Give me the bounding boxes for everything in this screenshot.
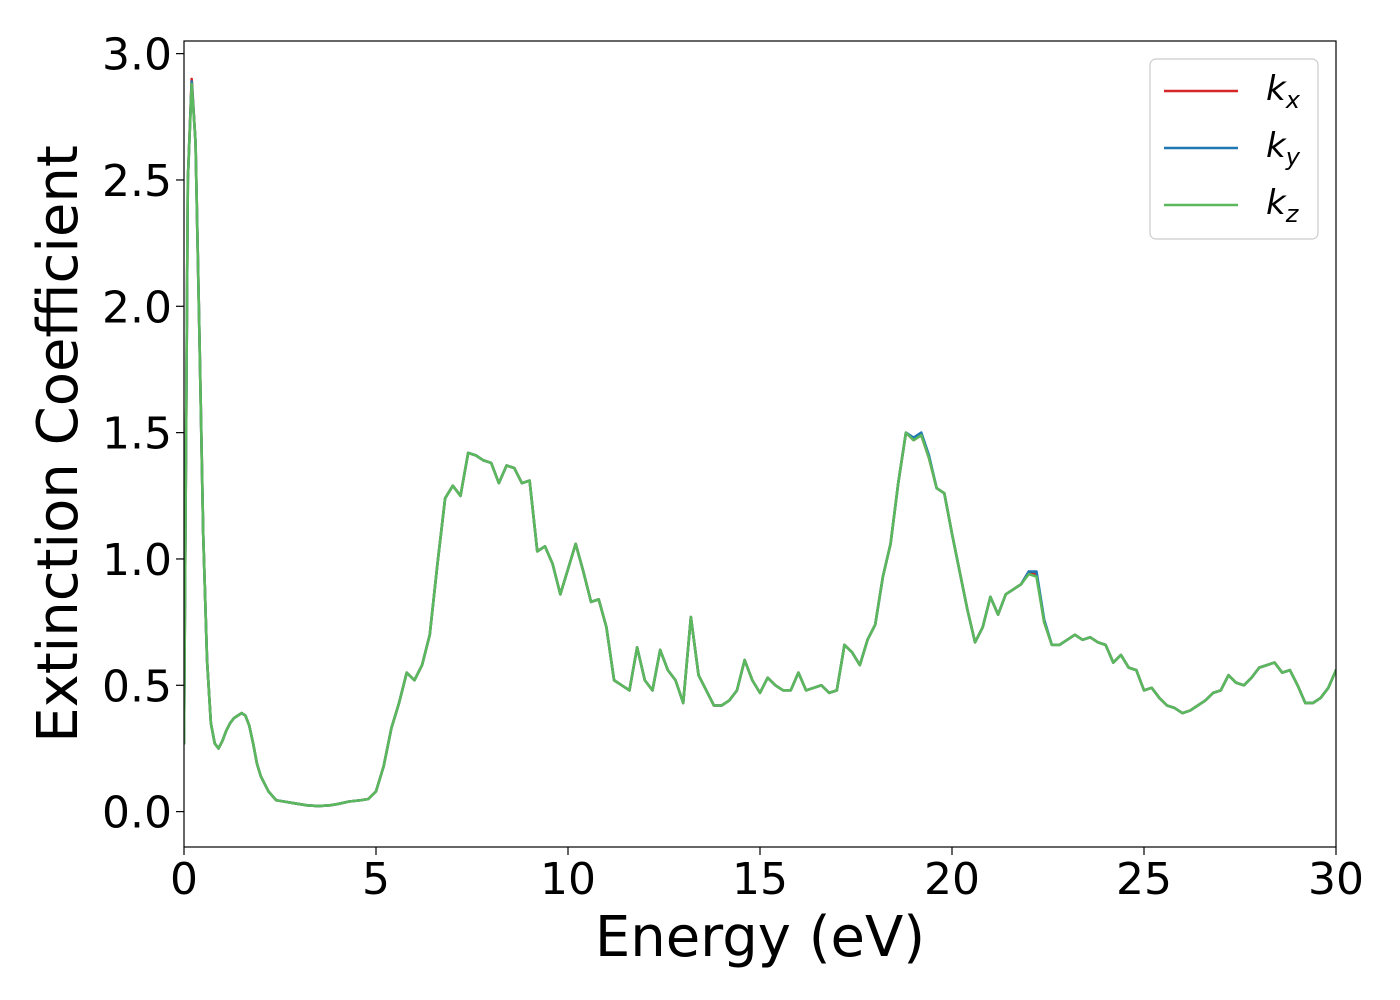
x-tick-label: 0	[170, 854, 198, 905]
x-tick-label: 5	[362, 854, 390, 905]
y-tick-label: 1.5	[102, 409, 172, 460]
legend: kx ky kz	[1149, 58, 1319, 240]
x-tick-label: 10	[540, 854, 596, 905]
y-tick-label: 0.5	[102, 661, 172, 712]
x-tick-label: 20	[924, 854, 980, 905]
y-tick-label: 0.0	[102, 788, 172, 839]
x-tick-label: 30	[1308, 854, 1364, 905]
x-axis: 0 5 10 15 20 25 30	[170, 847, 1364, 905]
plot-lines	[184, 77, 1336, 808]
y-tick-label: 3.0	[102, 30, 172, 81]
y-tick-label: 2.5	[102, 156, 172, 207]
x-tick-label: 15	[732, 854, 788, 905]
y-tick-label: 1.0	[102, 535, 172, 586]
y-axis: 0.0 0.5 1.0 1.5 2.0 2.5 3.0	[102, 30, 184, 839]
legend-label-ky: ky	[1266, 126, 1301, 171]
legend-label-kz: kz	[1266, 183, 1300, 228]
y-axis-title: Extinction Coefficient	[26, 145, 91, 743]
legend-label-kx: kx	[1266, 69, 1301, 114]
y-tick-label: 2.0	[102, 282, 172, 333]
x-tick-label: 25	[1116, 854, 1172, 905]
x-axis-title: Energy (eV)	[595, 905, 925, 970]
series-line-kz	[184, 82, 1336, 808]
